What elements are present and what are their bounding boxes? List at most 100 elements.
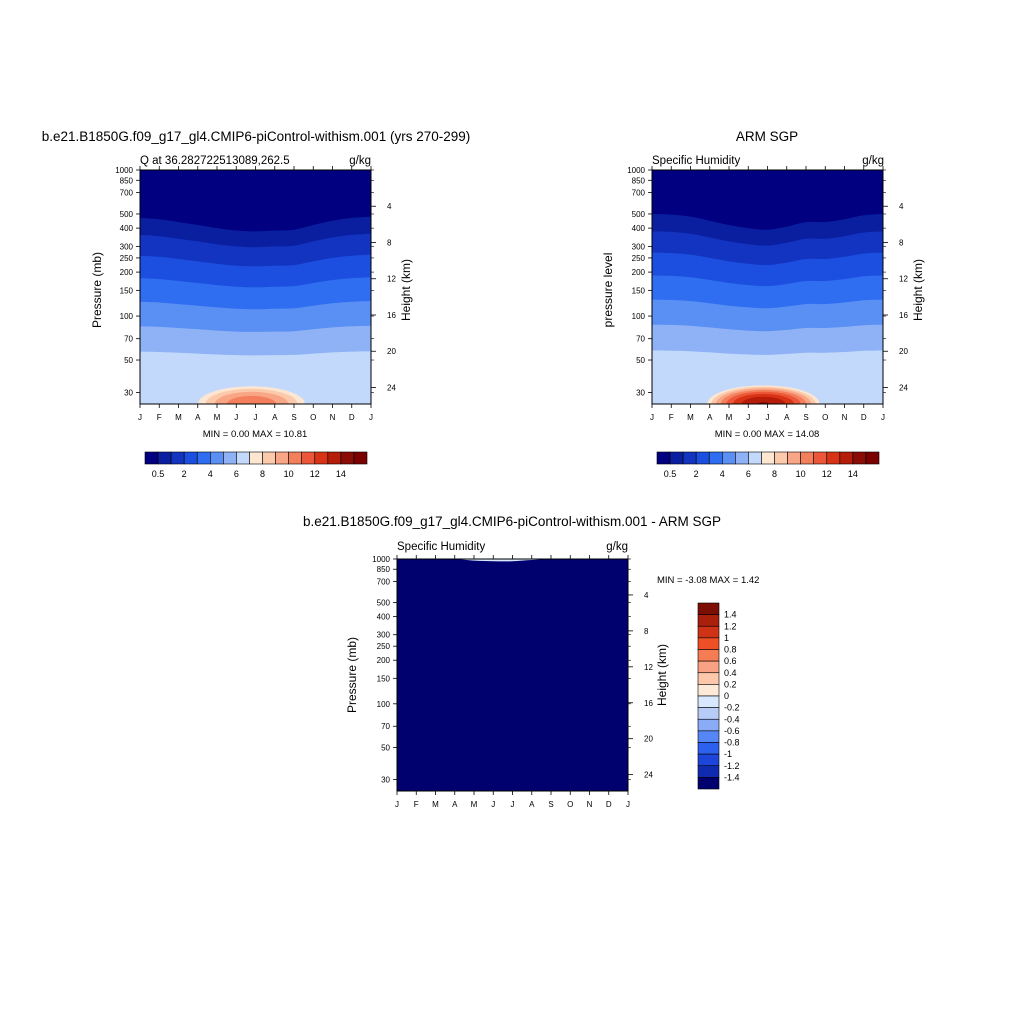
diff-y2tick-label: 24 — [644, 771, 653, 780]
diff-cbar-swatch — [697, 753, 720, 767]
model-cbar-swatch — [236, 451, 250, 465]
diff-cbar-label: -0.8 — [724, 738, 740, 748]
diff-cbar-swatch — [697, 777, 720, 790]
panel-diff-left-string: Specific Humidity — [397, 541, 485, 553]
diff-ytick-label: 850 — [377, 565, 391, 574]
diff-cbar-label: -0.2 — [724, 703, 740, 713]
panel-model-ylabel: Pressure (mb) — [90, 252, 104, 328]
model-xtick-label: J — [369, 413, 373, 422]
diff-cbar-label: 1 — [724, 633, 729, 643]
model-y2tick-label: 12 — [387, 275, 396, 284]
obs-cbar-label: 4 — [720, 469, 725, 479]
model-cbar-label: 8 — [260, 469, 265, 479]
diff-cbar-swatch — [697, 637, 720, 650]
model-xtick-label: J — [254, 413, 258, 422]
obs-cbar-swatch — [839, 451, 854, 465]
obs-xtick-label: J — [746, 413, 750, 422]
model-ytick-label: 400 — [120, 224, 134, 233]
obs-ytick-label: 300 — [632, 242, 646, 251]
obs-cbar-swatch — [787, 451, 801, 465]
model-y2tick-label: 20 — [387, 347, 396, 356]
model-ytick-label: 700 — [120, 189, 134, 198]
obs-cbar-label: 12 — [822, 469, 832, 479]
obs-cbar-swatch — [865, 451, 880, 465]
diff-ytick-label: 30 — [381, 776, 390, 785]
model-cbar-swatch — [327, 451, 342, 465]
model-xtick-label: D — [349, 413, 355, 422]
obs-cbar-swatch — [656, 451, 671, 465]
model-ytick-label: 100 — [120, 312, 134, 321]
diff-ytick-label: 1000 — [372, 555, 390, 564]
diff-xtick-label: N — [587, 800, 593, 809]
diff-neg-5 — [397, 559, 628, 791]
model-cbar-swatch — [353, 451, 368, 465]
diff-y2tick-label: 20 — [644, 735, 653, 744]
diff-cbar-label: -0.6 — [724, 726, 740, 736]
panel-diff-units: g/kg — [606, 541, 628, 553]
obs-cbar-swatch — [761, 451, 775, 465]
diff-ytick-label: 70 — [381, 722, 390, 731]
obs-y2tick-label: 16 — [899, 311, 908, 320]
obs-cbar-swatch — [695, 451, 710, 465]
panel-obs-colorbar: 0.5 2 4 6 8 10 12 14 — [656, 451, 880, 479]
model-xtick-label: M — [175, 413, 182, 422]
panel-diff-ylabel: Pressure (mb) — [345, 637, 359, 713]
diff-cbar-swatch — [697, 625, 720, 639]
obs-cbar-swatch — [735, 451, 749, 465]
obs-cbar-swatch — [852, 451, 867, 465]
model-xtick-label: J — [138, 413, 142, 422]
diff-xtick-label: J — [626, 800, 630, 809]
obs-ytick-label: 700 — [632, 189, 646, 198]
diff-cbar-swatch — [697, 695, 720, 708]
obs-cbar-swatch — [774, 451, 788, 465]
model-xtick-label: A — [195, 413, 201, 422]
obs-cbar-label: 2 — [694, 469, 699, 479]
obs-xtick-label: O — [822, 413, 828, 422]
model-ytick-label: 30 — [124, 388, 133, 397]
diff-cbar-label: 0.6 — [724, 656, 737, 666]
obs-cbar-swatch — [721, 451, 736, 465]
diff-xtick-label: J — [511, 800, 515, 809]
obs-y2tick-label: 24 — [899, 383, 908, 392]
diff-y2tick-label: 4 — [644, 591, 649, 600]
model-cbar-swatch — [144, 451, 159, 465]
diff-ytick-label: 50 — [381, 743, 390, 752]
diff-field — [397, 559, 628, 791]
panel-diff-y2label: Height (km) — [655, 644, 669, 706]
model-cbar-swatch — [301, 451, 316, 465]
diff-cbar-swatch — [697, 718, 720, 732]
obs-xtick-label: A — [784, 413, 790, 422]
diff-cbar-swatch — [697, 602, 720, 615]
diff-y2tick-label: 16 — [644, 699, 653, 708]
panel-obs-units: g/kg — [862, 155, 884, 167]
model-cbar-swatch — [157, 451, 172, 465]
obs-cbar-label: 14 — [848, 469, 858, 479]
diff-cbar-swatch — [697, 660, 720, 674]
model-ytick-label: 500 — [120, 210, 134, 219]
panel-obs-left-string: Specific Humidity — [652, 155, 740, 167]
diff-ytick-label: 150 — [377, 674, 391, 683]
panel-obs-minmax: MIN = 0.00 MAX = 14.08 — [715, 429, 820, 440]
obs-xtick-label: J — [650, 413, 654, 422]
diff-cbar-swatch — [697, 730, 720, 743]
obs-frame — [651, 169, 884, 405]
model-cbar-swatch — [275, 451, 289, 465]
diff-cbar-label: 1.4 — [724, 610, 737, 620]
diff-ytick-label: 250 — [377, 642, 391, 651]
obs-ytick-label: 1000 — [627, 166, 645, 175]
panel-diff-colorbar: 1.41.2 1 0.80.6 0.40.2 0 -0.2-0.4 -0.6 -0.8-1 -1… — [697, 602, 740, 790]
model-cbar-label: 10 — [284, 469, 294, 479]
diff-xtick-label: J — [395, 800, 399, 809]
obs-y2tick-label: 4 — [899, 202, 904, 211]
diff-y2tick-label: 8 — [644, 627, 649, 636]
obs-ytick-label: 500 — [632, 210, 646, 219]
model-xtick-label: A — [272, 413, 278, 422]
model-cbar-swatch — [209, 451, 224, 465]
diff-ytick-label: 700 — [377, 577, 391, 586]
obs-ytick-label: 850 — [632, 176, 646, 185]
diff-ytick-label: 100 — [377, 700, 391, 709]
model-ytick-label: 850 — [120, 176, 134, 185]
panel-obs: ARM SGP Specific Humidity g/kg 305070100… — [601, 129, 925, 479]
obs-warm-7 — [741, 396, 786, 404]
obs-cbar-swatch — [708, 451, 723, 465]
